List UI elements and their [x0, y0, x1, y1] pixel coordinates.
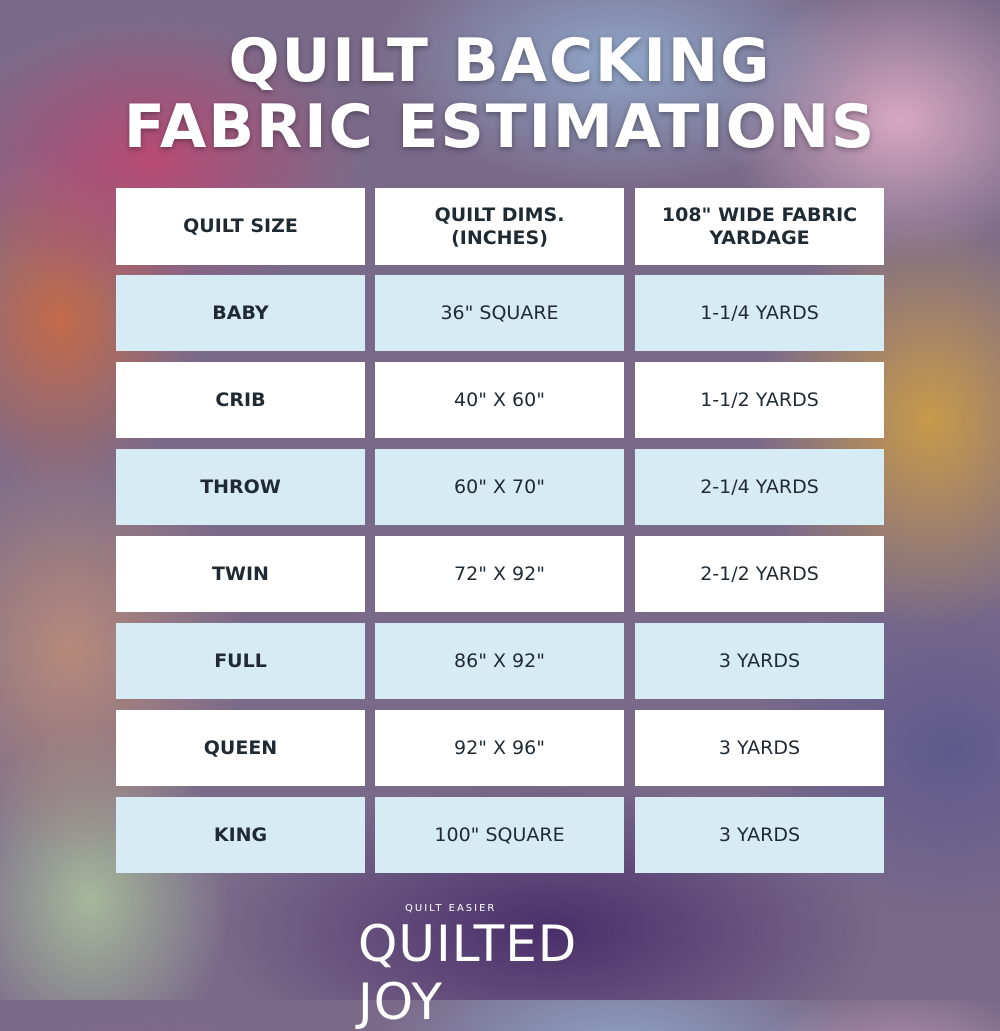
table-cell: 36" SQUARE — [375, 275, 624, 351]
table-cell: THROW — [116, 449, 365, 525]
header-yardage: 108" WIDE FABRIC YARDAGE — [635, 188, 884, 265]
table-cell: 40" X 60" — [375, 362, 624, 438]
page-title: QUILT BACKING FABRIC ESTIMATIONS — [0, 28, 1000, 160]
table-cell: 1-1/2 YARDS — [635, 362, 884, 438]
table-cell: 100" SQUARE — [375, 797, 624, 873]
table-cell: 72" X 92" — [375, 536, 624, 612]
table-cell: 1-1/4 YARDS — [635, 275, 884, 351]
table-cell: CRIB — [116, 362, 365, 438]
table-cell: KING — [116, 797, 365, 873]
logo-name: QUILTED JOY — [358, 915, 578, 1031]
quilted-joy-logo: QUILT EASIER QUILTED JOY — [350, 895, 650, 1031]
logo-tagline: QUILT EASIER — [405, 903, 497, 914]
table-cell: FULL — [116, 623, 365, 699]
table-cell: 3 YARDS — [635, 797, 884, 873]
table-cell: BABY — [116, 275, 365, 351]
table-cell: TWIN — [116, 536, 365, 612]
table-cell: QUEEN — [116, 710, 365, 786]
title-line-2: FABRIC ESTIMATIONS — [123, 92, 877, 162]
table-cell: 2-1/2 YARDS — [635, 536, 884, 612]
table-cell: 92" X 96" — [375, 710, 624, 786]
table-cell: 3 YARDS — [635, 623, 884, 699]
table-cell: 3 YARDS — [635, 710, 884, 786]
table-cell: 2-1/4 YARDS — [635, 449, 884, 525]
header-quilt-size: QUILT SIZE — [116, 188, 365, 265]
table-cell: 60" X 70" — [375, 449, 624, 525]
header-quilt-dims: QUILT DIMS. (INCHES) — [375, 188, 624, 265]
table-cell: 86" X 92" — [375, 623, 624, 699]
title-line-1: QUILT BACKING — [228, 26, 772, 96]
